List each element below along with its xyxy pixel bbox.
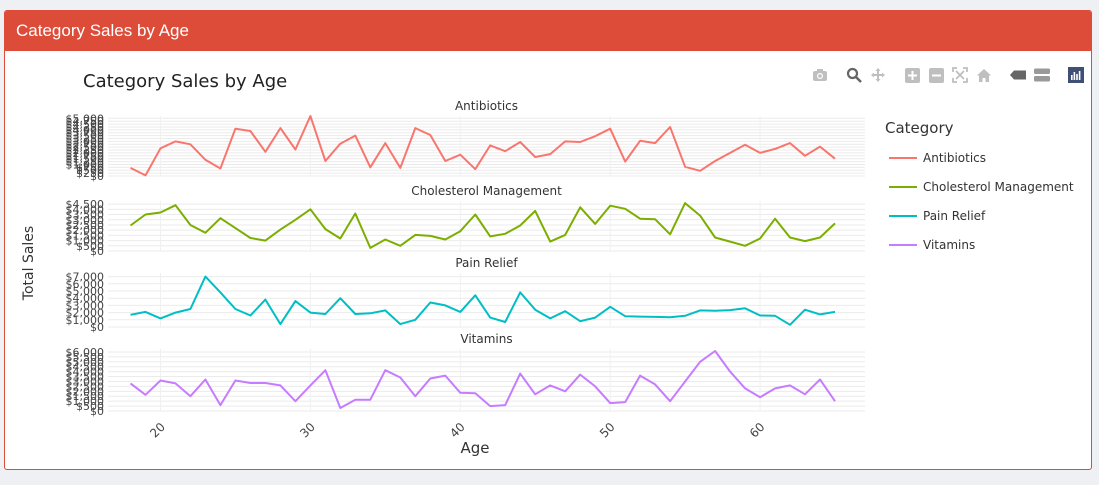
y-tick-label: $3,500 — [66, 209, 105, 222]
x-tick-label: 30 — [297, 420, 318, 441]
y-tick-label: $1,500 — [66, 390, 105, 403]
legend-item[interactable]: Vitamins — [889, 238, 975, 252]
y-tick-label: $1,000 — [66, 314, 105, 327]
y-tick-label: $4,500 — [66, 198, 105, 211]
y-tick-label: $1,500 — [66, 229, 105, 242]
plotly-logo-icon[interactable] — [1066, 65, 1086, 85]
panel-body: Category Sales by Age — [5, 51, 1091, 469]
y-tick-label: $2,500 — [66, 141, 105, 154]
legend-label: Pain Relief — [923, 209, 986, 223]
legend-item[interactable]: Antibiotics — [889, 151, 986, 165]
y-tick-label: $3,000 — [66, 135, 105, 148]
series-line[interactable] — [130, 115, 836, 177]
y-tick-label: $1,000 — [66, 395, 105, 408]
y-tick-label: $0 — [90, 405, 104, 418]
y-tick-label: $5,000 — [66, 285, 105, 298]
y-tick-label: $3,500 — [66, 130, 105, 143]
y-tick-label: $2,750 — [66, 138, 105, 151]
y-tick-label: $4,250 — [66, 121, 105, 134]
subplot-title: Pain Relief — [455, 256, 518, 270]
y-tick-label: $0 — [90, 170, 104, 183]
y-tick-label: $5,500 — [66, 351, 105, 364]
series-line[interactable] — [129, 350, 836, 409]
legend-item[interactable]: Cholesterol Management — [889, 180, 1074, 194]
subplot: $0$500$1,000$1,500$2,000$2,500$3,000$3,5… — [66, 184, 865, 258]
y-tick-label: $2,000 — [66, 385, 105, 398]
y-tick-label: $500 — [76, 400, 104, 413]
series-line[interactable] — [129, 202, 836, 249]
panel-title: Category Sales by Age — [16, 21, 189, 40]
y-tick-label: $3,000 — [66, 214, 105, 227]
y-tick-label: $3,500 — [66, 371, 105, 384]
modebar — [810, 65, 1090, 85]
y-tick-label: $5,000 — [66, 356, 105, 369]
chart-svg: $0$250$500$750$1,000$1,250$1,500$1,750$2… — [21, 99, 1074, 457]
zoom-icon[interactable] — [844, 65, 864, 85]
subplot: $0$500$1,000$1,500$2,000$2,500$3,000$3,5… — [66, 332, 865, 418]
subplot-title: Cholesterol Management — [411, 184, 562, 198]
legend-label: Antibiotics — [923, 151, 986, 165]
y-tick-label: $2,000 — [66, 224, 105, 237]
reset-axes-icon[interactable] — [974, 65, 994, 85]
y-tick-label: $4,000 — [66, 203, 105, 216]
y-tick-label: $1,000 — [66, 158, 105, 171]
y-tick-label: $1,000 — [66, 235, 105, 248]
chart-panel: Category Sales by Age Category Sales by … — [4, 10, 1092, 470]
legend-label: Cholesterol Management — [923, 180, 1074, 194]
y-tick-label: $6,000 — [66, 278, 105, 291]
legend: Category Antibiotics Cholesterol Manageme… — [885, 119, 1074, 252]
camera-icon[interactable] — [810, 65, 830, 85]
subplot-title: Vitamins — [460, 332, 512, 346]
y-tick-label: $5,000 — [66, 112, 105, 125]
x-tick-label: 20 — [147, 420, 168, 441]
panel-header: Category Sales by Age — [5, 11, 1091, 51]
y-tick-label: $1,500 — [66, 153, 105, 166]
x-tick-label: 40 — [447, 420, 468, 441]
y-tick-label: $4,000 — [66, 124, 105, 137]
autoscale-icon[interactable] — [950, 65, 970, 85]
y-tick-label: $3,750 — [66, 127, 105, 140]
subplot: $0$250$500$750$1,000$1,250$1,500$1,750$2… — [66, 99, 865, 183]
subplot-title: Antibiotics — [455, 99, 518, 113]
y-tick-label: $500 — [76, 164, 104, 177]
y-tick-label: $2,500 — [66, 219, 105, 232]
y-tick-label: $3,000 — [66, 375, 105, 388]
series-line[interactable] — [130, 275, 836, 326]
hover-closest-icon[interactable] — [1008, 65, 1028, 85]
y-tick-label: $4,500 — [66, 361, 105, 374]
y-tick-label: $7,000 — [66, 271, 105, 284]
y-tick-label: $4,000 — [66, 366, 105, 379]
plot-title: Category Sales by Age — [83, 71, 288, 92]
y-tick-label: $750 — [76, 161, 104, 174]
x-tick-label: 50 — [597, 420, 618, 441]
subplot: $0$1,000$2,000$3,000$4,000$5,000$6,000$7… — [66, 256, 865, 334]
hover-compare-icon[interactable] — [1032, 65, 1052, 85]
y-tick-label: $2,000 — [66, 307, 105, 320]
legend-label: Vitamins — [923, 238, 975, 252]
x-axis-title: Age — [460, 439, 489, 457]
y-tick-label: $1,750 — [66, 150, 105, 163]
pan-icon[interactable] — [868, 65, 888, 85]
y-tick-label: $250 — [76, 167, 104, 180]
legend-item[interactable]: Pain Relief — [889, 209, 986, 223]
zoom-out-icon[interactable] — [926, 65, 946, 85]
zoom-in-icon[interactable] — [902, 65, 922, 85]
y-tick-label: $4,750 — [66, 115, 105, 128]
y-tick-label: $3,250 — [66, 133, 105, 146]
y-tick-label: $0 — [90, 321, 104, 334]
legend-title: Category — [885, 119, 954, 137]
y-axis-title: Total Sales — [21, 226, 37, 301]
y-tick-label: $3,000 — [66, 299, 105, 312]
y-tick-label: $2,250 — [66, 144, 105, 157]
x-tick-label: 60 — [747, 420, 768, 441]
y-tick-label: $2,500 — [66, 380, 105, 393]
y-tick-label: $6,000 — [66, 346, 105, 359]
y-tick-label: $2,000 — [66, 147, 105, 160]
y-tick-label: $1,250 — [66, 156, 105, 169]
y-tick-label: $4,000 — [66, 292, 105, 305]
y-tick-label: $500 — [76, 240, 104, 253]
y-tick-label: $0 — [90, 245, 104, 258]
y-tick-label: $4,500 — [66, 118, 105, 131]
